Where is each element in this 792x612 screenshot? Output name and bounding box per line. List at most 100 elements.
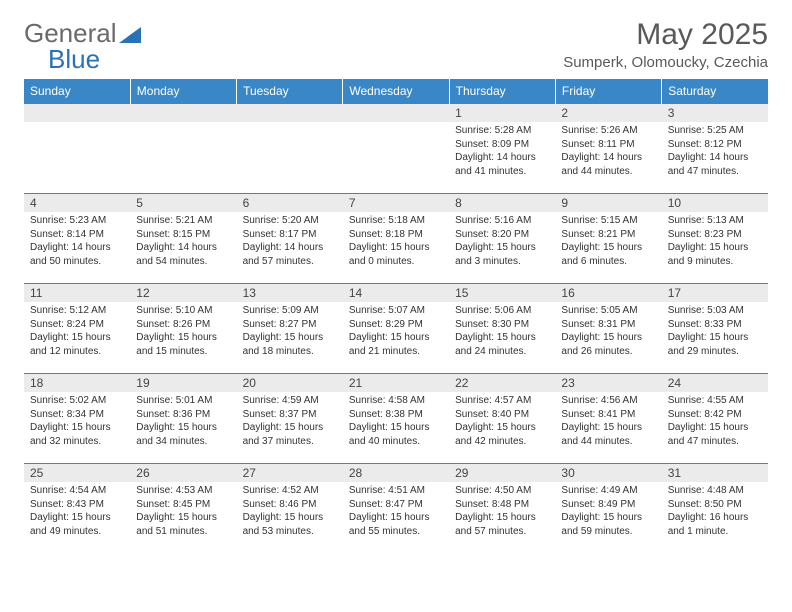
day-number: 27 <box>237 464 343 482</box>
day-info: Sunrise: 5:20 AMSunset: 8:17 PMDaylight:… <box>237 212 343 272</box>
calendar-day-cell: 16Sunrise: 5:05 AMSunset: 8:31 PMDayligh… <box>555 284 661 374</box>
calendar-day-cell: 9Sunrise: 5:15 AMSunset: 8:21 PMDaylight… <box>555 194 661 284</box>
calendar-header-row: SundayMondayTuesdayWednesdayThursdayFrid… <box>24 79 768 104</box>
day-number: 6 <box>237 194 343 212</box>
day-info: Sunrise: 4:49 AMSunset: 8:49 PMDaylight:… <box>555 482 661 542</box>
day-number: 22 <box>449 374 555 392</box>
day-number: 2 <box>555 104 661 122</box>
day-info: Sunrise: 5:03 AMSunset: 8:33 PMDaylight:… <box>662 302 768 362</box>
day-info: Sunrise: 4:56 AMSunset: 8:41 PMDaylight:… <box>555 392 661 452</box>
day-info: Sunrise: 4:50 AMSunset: 8:48 PMDaylight:… <box>449 482 555 542</box>
day-info: Sunrise: 5:09 AMSunset: 8:27 PMDaylight:… <box>237 302 343 362</box>
day-info: Sunrise: 5:28 AMSunset: 8:09 PMDaylight:… <box>449 122 555 182</box>
day-number: 5 <box>130 194 236 212</box>
day-number: 23 <box>555 374 661 392</box>
day-number <box>130 104 236 122</box>
brand-name-b: Blue <box>48 44 100 75</box>
day-number <box>343 104 449 122</box>
day-number: 17 <box>662 284 768 302</box>
day-number: 25 <box>24 464 130 482</box>
day-number: 30 <box>555 464 661 482</box>
day-info: Sunrise: 5:12 AMSunset: 8:24 PMDaylight:… <box>24 302 130 362</box>
calendar-week-row: 11Sunrise: 5:12 AMSunset: 8:24 PMDayligh… <box>24 284 768 374</box>
calendar-day-cell: 25Sunrise: 4:54 AMSunset: 8:43 PMDayligh… <box>24 464 130 554</box>
day-info: Sunrise: 5:13 AMSunset: 8:23 PMDaylight:… <box>662 212 768 272</box>
calendar-day-cell: 7Sunrise: 5:18 AMSunset: 8:18 PMDaylight… <box>343 194 449 284</box>
day-header: Saturday <box>662 79 768 104</box>
calendar-day-cell: 15Sunrise: 5:06 AMSunset: 8:30 PMDayligh… <box>449 284 555 374</box>
day-number: 1 <box>449 104 555 122</box>
calendar-day-cell: 21Sunrise: 4:58 AMSunset: 8:38 PMDayligh… <box>343 374 449 464</box>
calendar-day-cell: 5Sunrise: 5:21 AMSunset: 8:15 PMDaylight… <box>130 194 236 284</box>
calendar-day-cell: 23Sunrise: 4:56 AMSunset: 8:41 PMDayligh… <box>555 374 661 464</box>
calendar-day-cell: 4Sunrise: 5:23 AMSunset: 8:14 PMDaylight… <box>24 194 130 284</box>
calendar-week-row: 25Sunrise: 4:54 AMSunset: 8:43 PMDayligh… <box>24 464 768 554</box>
day-number: 13 <box>237 284 343 302</box>
calendar-day-cell: 29Sunrise: 4:50 AMSunset: 8:48 PMDayligh… <box>449 464 555 554</box>
day-number: 21 <box>343 374 449 392</box>
day-number: 4 <box>24 194 130 212</box>
calendar-day-cell: 26Sunrise: 4:53 AMSunset: 8:45 PMDayligh… <box>130 464 236 554</box>
day-number: 15 <box>449 284 555 302</box>
calendar-day-cell: 30Sunrise: 4:49 AMSunset: 8:49 PMDayligh… <box>555 464 661 554</box>
day-number: 19 <box>130 374 236 392</box>
day-info: Sunrise: 5:10 AMSunset: 8:26 PMDaylight:… <box>130 302 236 362</box>
day-header: Monday <box>130 79 236 104</box>
day-number <box>237 104 343 122</box>
day-info: Sunrise: 4:48 AMSunset: 8:50 PMDaylight:… <box>662 482 768 542</box>
day-number: 7 <box>343 194 449 212</box>
calendar-day-cell: 27Sunrise: 4:52 AMSunset: 8:46 PMDayligh… <box>237 464 343 554</box>
day-header: Wednesday <box>343 79 449 104</box>
day-number: 12 <box>130 284 236 302</box>
calendar-day-cell: 11Sunrise: 5:12 AMSunset: 8:24 PMDayligh… <box>24 284 130 374</box>
brand-triangle-icon <box>119 27 141 43</box>
day-header: Tuesday <box>237 79 343 104</box>
calendar-body: 1Sunrise: 5:28 AMSunset: 8:09 PMDaylight… <box>24 104 768 554</box>
day-info: Sunrise: 4:55 AMSunset: 8:42 PMDaylight:… <box>662 392 768 452</box>
calendar-day-cell: 18Sunrise: 5:02 AMSunset: 8:34 PMDayligh… <box>24 374 130 464</box>
calendar-day-cell <box>24 104 130 194</box>
day-number: 11 <box>24 284 130 302</box>
calendar-day-cell: 19Sunrise: 5:01 AMSunset: 8:36 PMDayligh… <box>130 374 236 464</box>
calendar-day-cell <box>130 104 236 194</box>
day-info: Sunrise: 4:59 AMSunset: 8:37 PMDaylight:… <box>237 392 343 452</box>
month-title: May 2025 <box>563 18 768 52</box>
day-number: 28 <box>343 464 449 482</box>
calendar-day-cell: 6Sunrise: 5:20 AMSunset: 8:17 PMDaylight… <box>237 194 343 284</box>
calendar-day-cell: 22Sunrise: 4:57 AMSunset: 8:40 PMDayligh… <box>449 374 555 464</box>
day-info: Sunrise: 5:05 AMSunset: 8:31 PMDaylight:… <box>555 302 661 362</box>
day-info: Sunrise: 5:15 AMSunset: 8:21 PMDaylight:… <box>555 212 661 272</box>
day-number: 8 <box>449 194 555 212</box>
day-info: Sunrise: 4:54 AMSunset: 8:43 PMDaylight:… <box>24 482 130 542</box>
day-header: Sunday <box>24 79 130 104</box>
day-number: 10 <box>662 194 768 212</box>
calendar-day-cell: 17Sunrise: 5:03 AMSunset: 8:33 PMDayligh… <box>662 284 768 374</box>
day-info: Sunrise: 5:02 AMSunset: 8:34 PMDaylight:… <box>24 392 130 452</box>
day-header: Friday <box>555 79 661 104</box>
day-info: Sunrise: 5:06 AMSunset: 8:30 PMDaylight:… <box>449 302 555 362</box>
calendar-table: SundayMondayTuesdayWednesdayThursdayFrid… <box>24 79 768 554</box>
day-info: Sunrise: 4:57 AMSunset: 8:40 PMDaylight:… <box>449 392 555 452</box>
calendar-day-cell: 2Sunrise: 5:26 AMSunset: 8:11 PMDaylight… <box>555 104 661 194</box>
day-info: Sunrise: 5:16 AMSunset: 8:20 PMDaylight:… <box>449 212 555 272</box>
day-info: Sunrise: 5:07 AMSunset: 8:29 PMDaylight:… <box>343 302 449 362</box>
day-info: Sunrise: 5:18 AMSunset: 8:18 PMDaylight:… <box>343 212 449 272</box>
day-number: 3 <box>662 104 768 122</box>
calendar-week-row: 1Sunrise: 5:28 AMSunset: 8:09 PMDaylight… <box>24 104 768 194</box>
day-number: 14 <box>343 284 449 302</box>
calendar-day-cell <box>343 104 449 194</box>
calendar-day-cell: 1Sunrise: 5:28 AMSunset: 8:09 PMDaylight… <box>449 104 555 194</box>
day-number: 31 <box>662 464 768 482</box>
calendar-day-cell: 13Sunrise: 5:09 AMSunset: 8:27 PMDayligh… <box>237 284 343 374</box>
calendar-day-cell: 12Sunrise: 5:10 AMSunset: 8:26 PMDayligh… <box>130 284 236 374</box>
day-info: Sunrise: 5:21 AMSunset: 8:15 PMDaylight:… <box>130 212 236 272</box>
calendar-day-cell: 8Sunrise: 5:16 AMSunset: 8:20 PMDaylight… <box>449 194 555 284</box>
day-info: Sunrise: 5:23 AMSunset: 8:14 PMDaylight:… <box>24 212 130 272</box>
day-number: 18 <box>24 374 130 392</box>
page-header: General May 2025 Sumperk, Olomoucky, Cze… <box>24 18 768 71</box>
day-number: 24 <box>662 374 768 392</box>
calendar-day-cell: 20Sunrise: 4:59 AMSunset: 8:37 PMDayligh… <box>237 374 343 464</box>
day-number: 16 <box>555 284 661 302</box>
title-block: May 2025 Sumperk, Olomoucky, Czechia <box>563 18 768 71</box>
calendar-day-cell: 14Sunrise: 5:07 AMSunset: 8:29 PMDayligh… <box>343 284 449 374</box>
